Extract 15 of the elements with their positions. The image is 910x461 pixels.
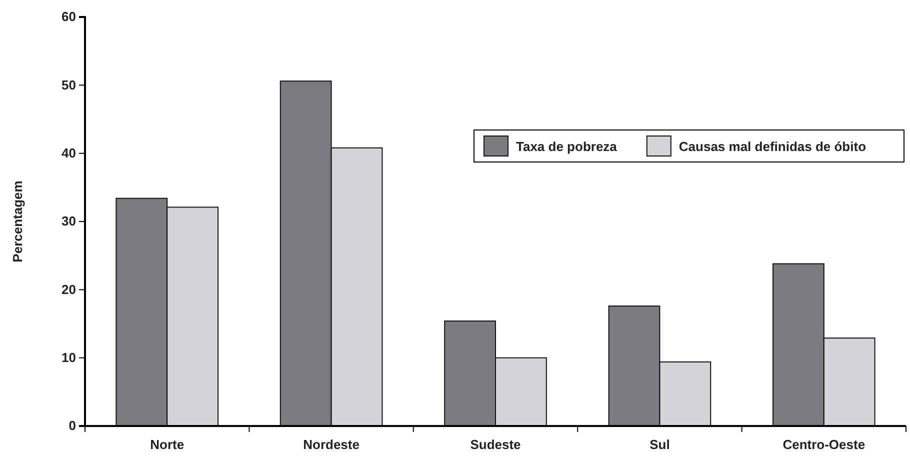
y-tick-label: 50 [62, 77, 76, 92]
x-tick-label: Norte [150, 437, 184, 452]
x-tick-label: Nordeste [303, 437, 360, 452]
legend-label: Causas mal definidas de óbito [678, 139, 866, 154]
y-tick-label: 60 [62, 9, 76, 24]
y-tick-label: 0 [68, 418, 76, 434]
y-tick-label: 40 [62, 145, 76, 160]
y-tick-label: 20 [62, 282, 76, 297]
y-tick-label: 30 [62, 214, 76, 229]
y-axis-title: Percentagem [10, 180, 25, 262]
x-tick-label: Sudeste [470, 437, 521, 452]
x-tick-label: Sul [650, 437, 670, 452]
x-tick-label: Centro-Oeste [782, 437, 866, 452]
legend-label: Taxa de pobreza [516, 139, 618, 154]
y-tick-label: 10 [62, 350, 76, 365]
